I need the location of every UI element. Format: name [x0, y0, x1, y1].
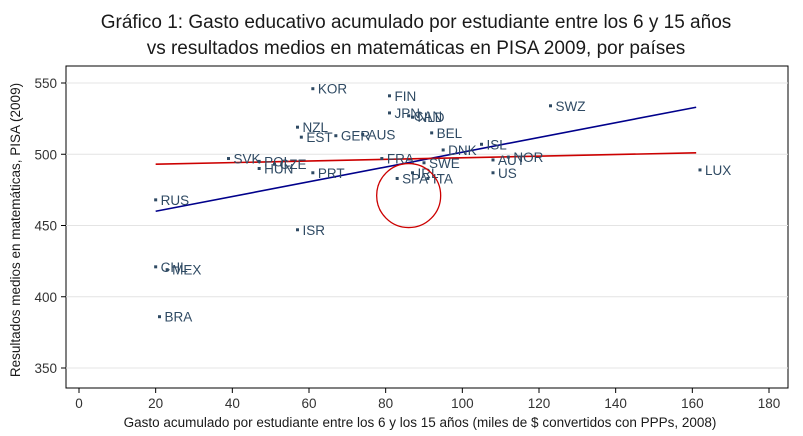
data-label: FIN	[395, 89, 417, 104]
data-point	[311, 87, 315, 91]
y-tick-label: 350	[34, 361, 57, 376]
data-label: IRL	[418, 166, 440, 181]
fit-line-red	[155, 152, 697, 166]
data-label: SPA	[402, 171, 428, 186]
y-tick-label: 450	[34, 219, 57, 234]
x-tick-label: 60	[301, 396, 316, 411]
highlight-circle	[376, 162, 442, 229]
data-label: POL	[264, 154, 292, 169]
data-point	[441, 148, 445, 152]
data-point	[549, 104, 552, 108]
data-label: CZE	[280, 157, 307, 172]
chart-title-line-2: vs resultados medios en matemáticas en P…	[147, 38, 686, 59]
data-label: LUX	[705, 163, 731, 178]
data-point	[506, 155, 510, 159]
data-point	[257, 159, 261, 163]
data-label: NOR	[513, 150, 543, 165]
data-label: FRA	[387, 152, 414, 167]
data-point	[407, 114, 411, 118]
data-label: NLD	[418, 110, 445, 125]
data-label: SVK	[234, 152, 261, 167]
y-tick-label: 400	[34, 290, 57, 305]
y-tick-label: 550	[34, 76, 57, 91]
x-tick-label: 120	[528, 396, 551, 411]
data-label: ISR	[303, 223, 326, 238]
data-label: US	[498, 166, 517, 181]
data-label: NZL	[303, 120, 329, 135]
data-point	[273, 162, 276, 166]
data-point	[361, 132, 365, 136]
data-point	[480, 142, 483, 146]
data-point	[299, 135, 303, 139]
data-point	[422, 161, 426, 165]
data-label: CAN	[414, 109, 443, 124]
y-axis-title: Resultados medios en matemáticas, PISA (…	[8, 83, 23, 377]
data-label: AUS	[368, 127, 396, 142]
x-tick-label: 100	[451, 396, 474, 411]
data-label: CHL	[161, 260, 188, 275]
data-point	[430, 131, 434, 135]
data-point	[491, 158, 495, 162]
data-point	[311, 171, 315, 175]
x-axis-title: Gasto acumulado por estudiante entre los…	[124, 415, 717, 430]
data-point	[380, 157, 384, 161]
chart-title-line-1: Gráfico 1: Gasto educativo acumulado por…	[101, 12, 732, 33]
x-tick-label: 80	[378, 396, 393, 411]
data-label: SWZ	[556, 99, 586, 114]
data-label: DNK	[448, 143, 477, 158]
data-point	[411, 171, 414, 175]
data-point	[395, 176, 399, 180]
data-point	[388, 111, 391, 115]
x-tick-label: 160	[681, 396, 704, 411]
x-tick-label: 140	[604, 396, 627, 411]
data-label: RUS	[161, 193, 190, 208]
data-label: BRA	[165, 310, 193, 325]
data-point	[491, 171, 495, 175]
data-label: HUN	[264, 162, 293, 177]
data-point	[257, 167, 261, 170]
data-label: GER	[341, 129, 371, 144]
data-label: SWE	[429, 156, 460, 171]
data-point	[165, 268, 169, 272]
data-label: MEX	[172, 263, 201, 278]
x-tick-label: 40	[225, 396, 240, 411]
data-point	[296, 125, 299, 129]
data-point	[154, 265, 158, 269]
data-label: EST	[306, 130, 332, 145]
data-point	[154, 198, 158, 202]
data-label: AUT	[498, 153, 525, 168]
data-label: PRT	[318, 166, 345, 181]
data-point	[426, 176, 430, 180]
data-point	[411, 115, 414, 119]
data-label: BEL	[437, 126, 463, 141]
data-point	[227, 157, 230, 161]
plot-area: 350 400 450 500 550 0 20 40 60 80 100 120 140 160 180 K…	[34, 65, 789, 411]
data-point	[388, 94, 391, 98]
data-point	[698, 168, 702, 172]
x-tick-label: 20	[148, 396, 163, 411]
data-label: KOR	[318, 82, 348, 97]
y-tick-label: 500	[34, 147, 57, 162]
data-point	[334, 134, 338, 138]
plot-frame	[65, 65, 789, 389]
data-point	[296, 228, 299, 232]
data-point	[158, 315, 161, 319]
x-tick-label: 0	[75, 396, 83, 411]
data-label: ISL	[487, 137, 508, 152]
x-tick-label: 180	[758, 396, 781, 411]
